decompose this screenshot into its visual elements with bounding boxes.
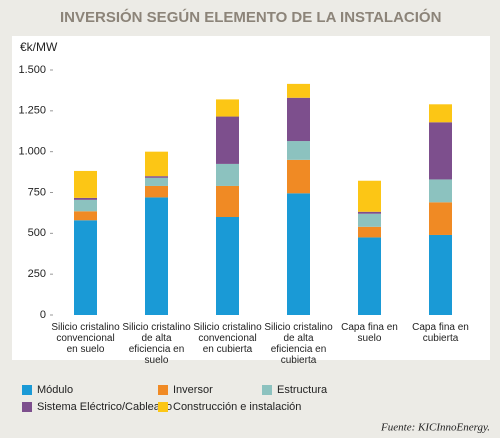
y-tick-label: 750 bbox=[28, 186, 46, 198]
bar-segment bbox=[358, 211, 381, 214]
bar-segment bbox=[358, 213, 381, 227]
bar-segment bbox=[216, 116, 239, 164]
y-tick-label: 1.250 bbox=[18, 105, 46, 117]
bar-segment bbox=[287, 159, 310, 194]
bar-segment bbox=[358, 180, 381, 212]
y-tick-label: 1.500 bbox=[18, 64, 46, 76]
x-tick-label: Silicio cristalino convencional en cubie… bbox=[193, 322, 262, 355]
x-tick-label: Silicio cristalino de alta eficiencia en… bbox=[264, 322, 333, 366]
bar-segment bbox=[216, 99, 239, 117]
bar-segment bbox=[287, 141, 310, 160]
y-tick-label: 500 bbox=[28, 227, 46, 239]
bar-segment bbox=[216, 217, 239, 315]
bar-segment bbox=[216, 185, 239, 217]
x-tick-label: Capa fina en suelo bbox=[341, 322, 398, 344]
legend-swatch bbox=[22, 402, 32, 412]
bar-segment bbox=[429, 179, 452, 203]
legend-label: Construcción e instalación bbox=[173, 401, 301, 413]
legend-swatch bbox=[158, 385, 168, 395]
legend-label: Módulo bbox=[37, 384, 73, 396]
bar-segment bbox=[358, 226, 381, 238]
y-tick-label: 250 bbox=[28, 268, 46, 280]
bar-segment bbox=[74, 170, 97, 198]
x-tick-label: Capa fina en cubierta bbox=[412, 322, 469, 344]
bar-segment bbox=[145, 151, 168, 177]
bar-segment bbox=[74, 211, 97, 221]
bar-segment bbox=[145, 197, 168, 315]
bar-segment bbox=[287, 97, 310, 142]
bar-segment bbox=[429, 202, 452, 235]
bar-segment bbox=[145, 185, 168, 198]
x-tick-label: Silicio cristalino convencional en suelo bbox=[51, 322, 120, 355]
bar-segment bbox=[429, 122, 452, 180]
y-axis-label: €k/MW bbox=[20, 40, 58, 54]
bar-segment bbox=[358, 237, 381, 315]
bar-segment bbox=[74, 220, 97, 315]
x-tick-label: Silicio cristalino de alta eficiencia en… bbox=[122, 322, 191, 366]
bar-segment bbox=[429, 234, 452, 315]
bar-segment bbox=[145, 176, 168, 178]
bar-segment bbox=[145, 177, 168, 186]
bar-segment bbox=[287, 193, 310, 315]
bar-segment bbox=[287, 83, 310, 98]
legend-swatch bbox=[158, 402, 168, 412]
legend-swatch bbox=[22, 385, 32, 395]
legend-swatch bbox=[262, 385, 272, 395]
source: Fuente: KICInnoEnergy. bbox=[380, 422, 490, 434]
bar-segment bbox=[74, 199, 97, 212]
legend-label: Estructura bbox=[277, 384, 328, 396]
legend-label: Sistema Eléctrico/Cableado bbox=[37, 401, 172, 413]
chart-title: INVERSIÓN SEGÚN ELEMENTO DE LA INSTALACI… bbox=[60, 8, 441, 26]
legend-label: Inversor bbox=[173, 384, 213, 396]
bar-segment bbox=[429, 104, 452, 123]
bar-segment bbox=[74, 197, 97, 200]
y-tick-label: 0 bbox=[40, 309, 46, 321]
bar-segment bbox=[216, 163, 239, 186]
y-tick-label: 1.000 bbox=[18, 146, 46, 158]
